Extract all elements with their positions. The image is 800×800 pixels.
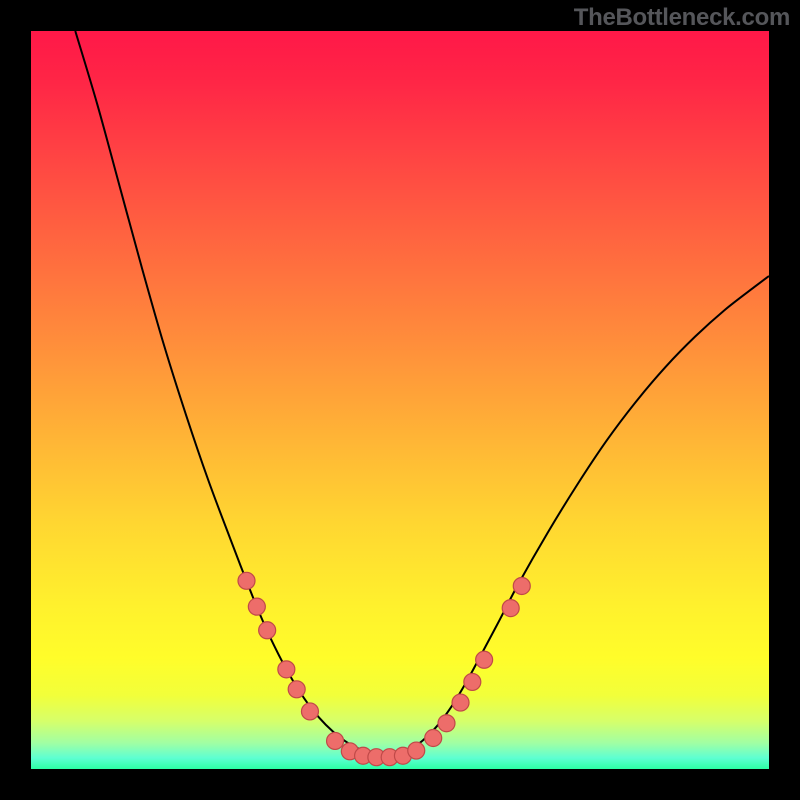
data-marker (238, 572, 255, 589)
data-marker (502, 600, 519, 617)
data-marker (438, 715, 455, 732)
data-marker (301, 703, 318, 720)
plot-area (31, 31, 769, 769)
gradient-background (31, 31, 769, 769)
data-marker (452, 694, 469, 711)
data-marker (408, 742, 425, 759)
data-marker (425, 730, 442, 747)
data-marker (278, 661, 295, 678)
data-marker (248, 598, 265, 615)
data-marker (464, 673, 481, 690)
data-marker (288, 681, 305, 698)
chart-frame: TheBottleneck.com (0, 0, 800, 800)
data-marker (259, 622, 276, 639)
data-marker (327, 732, 344, 749)
data-marker (513, 577, 530, 594)
data-marker (476, 651, 493, 668)
plot-svg (31, 31, 769, 769)
watermark-text: TheBottleneck.com (574, 4, 790, 32)
